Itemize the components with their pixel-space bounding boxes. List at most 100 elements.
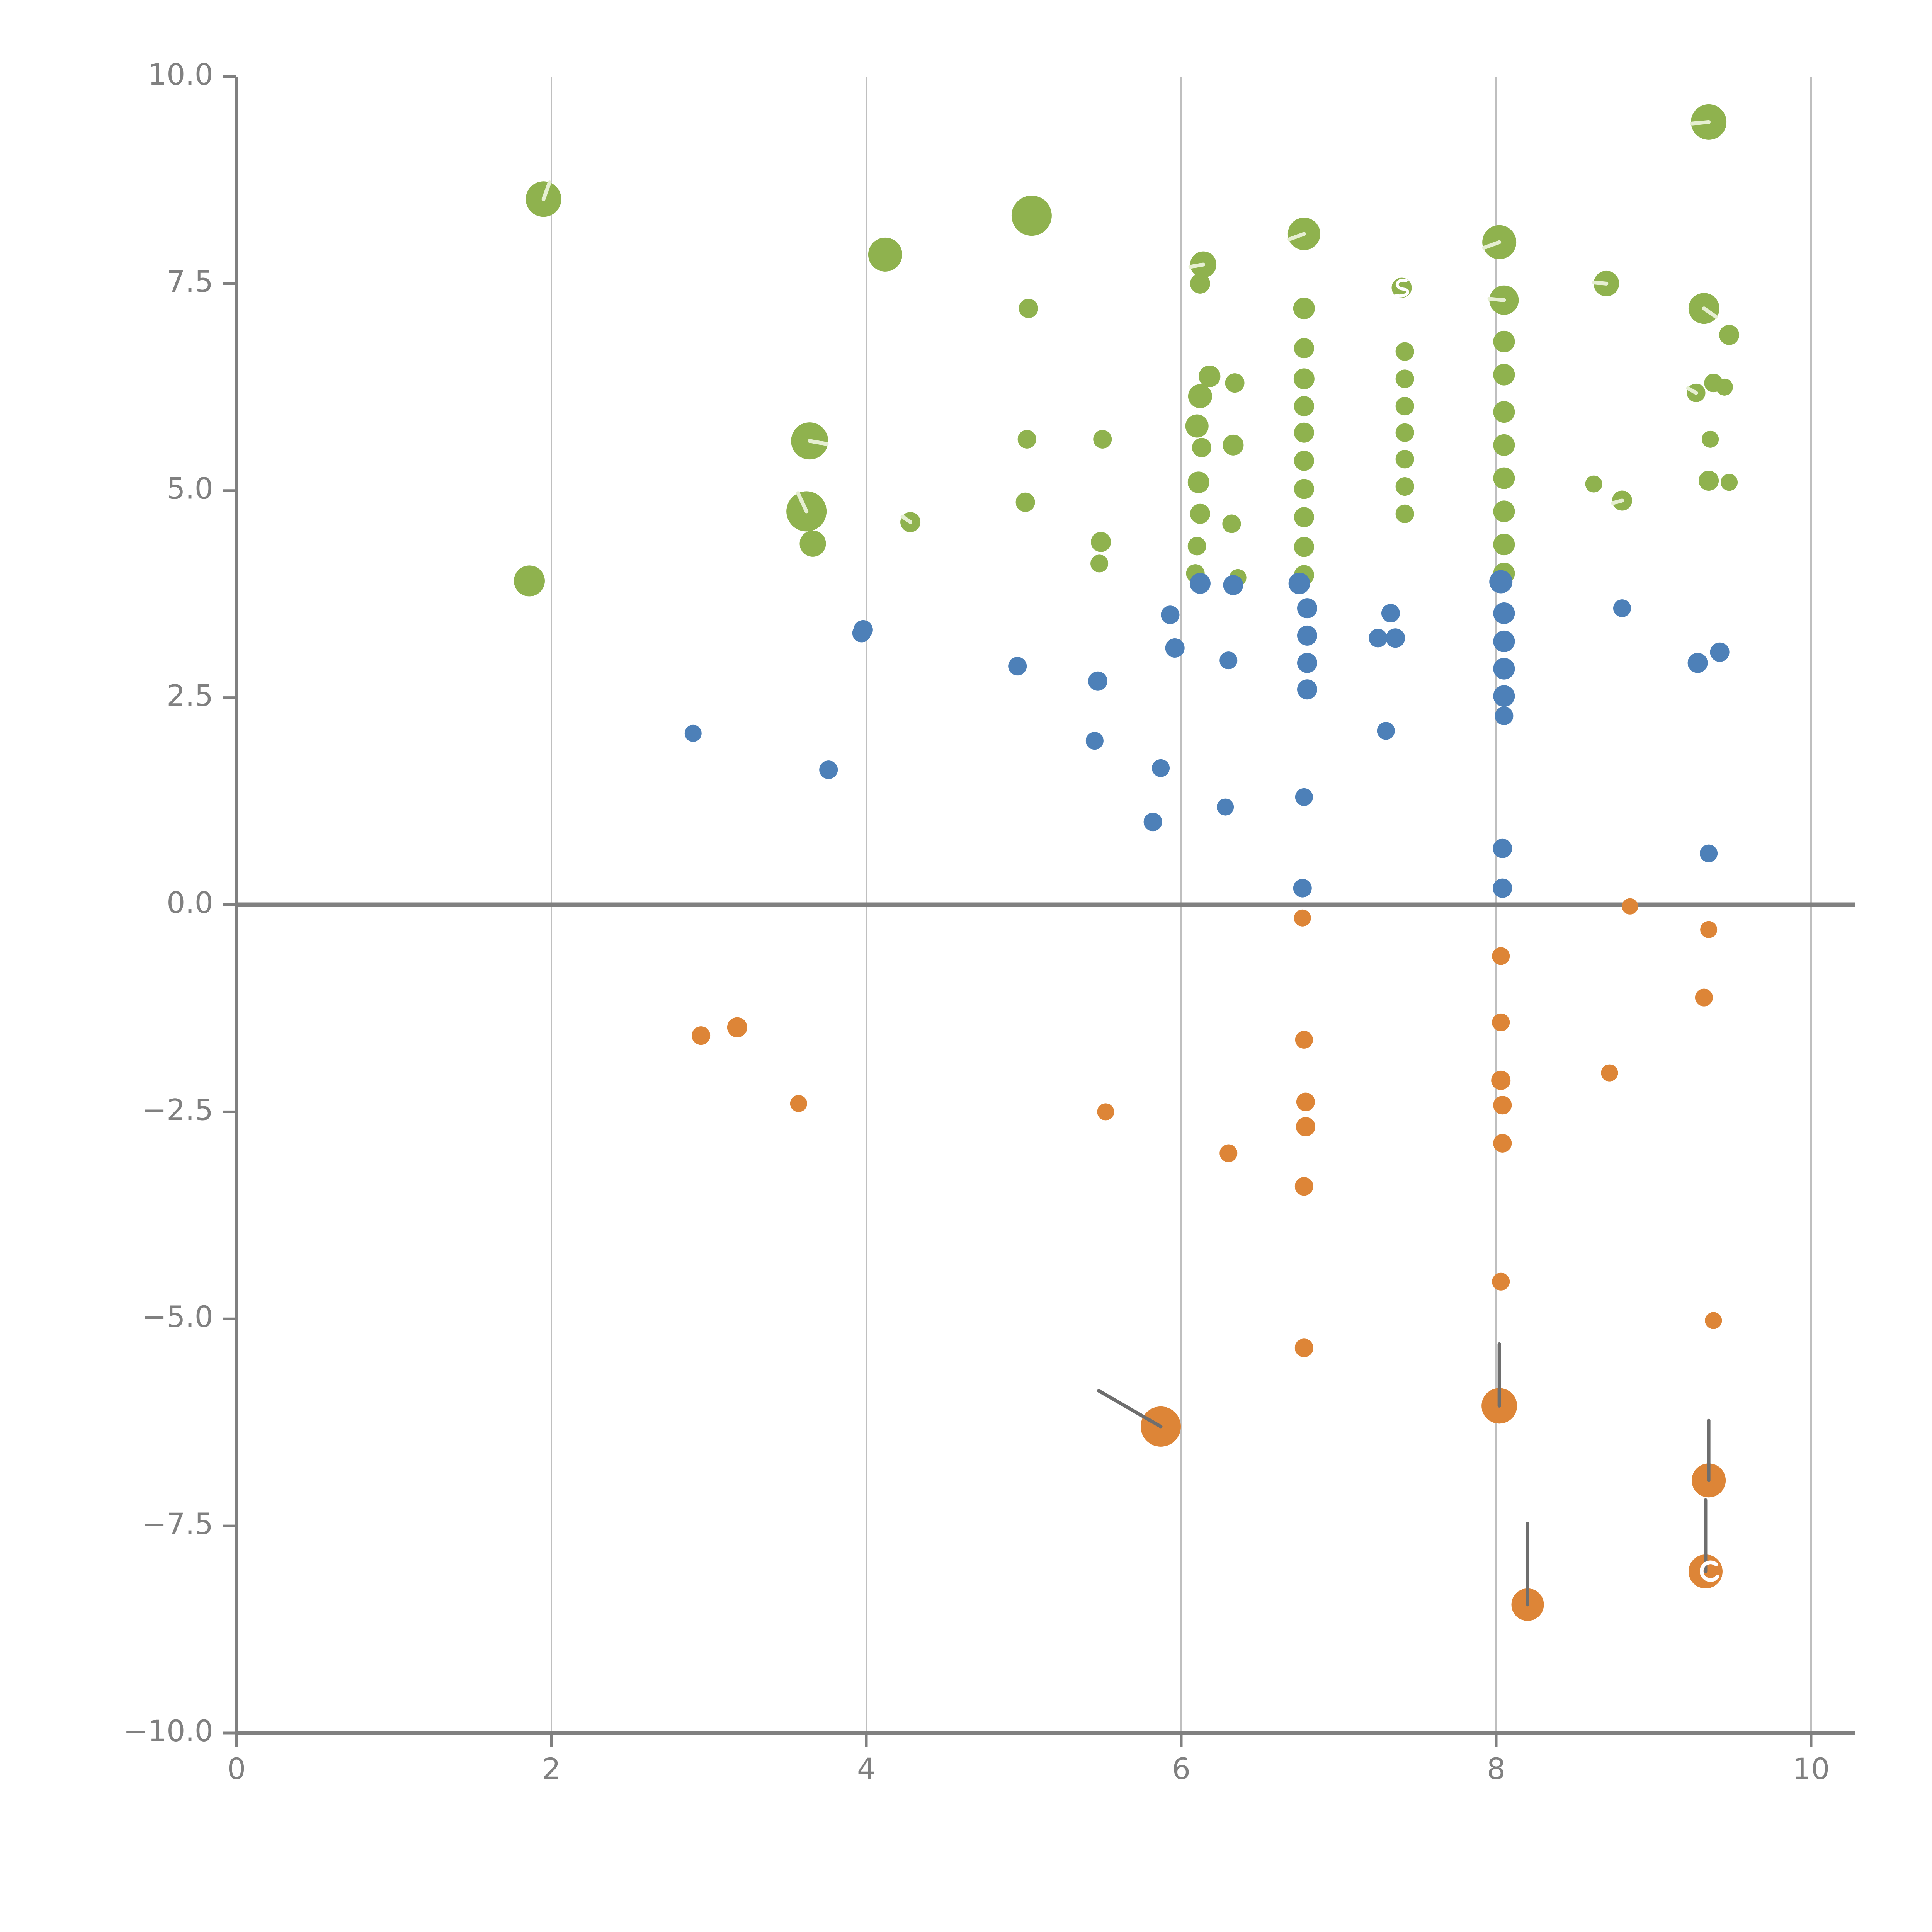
- data-point[interactable]: [1719, 325, 1740, 345]
- data-point[interactable]: [1613, 599, 1631, 617]
- data-point[interactable]: [819, 760, 838, 779]
- data-point[interactable]: [1493, 434, 1515, 456]
- bubble-marker[interactable]: [1493, 658, 1515, 680]
- bubble-marker[interactable]: [1295, 1031, 1313, 1049]
- bubble-marker[interactable]: [1719, 325, 1740, 345]
- data-point[interactable]: [1493, 658, 1515, 680]
- data-point[interactable]: [1622, 898, 1638, 915]
- data-point[interactable]: [1288, 572, 1310, 594]
- bubble-marker[interactable]: [1192, 438, 1211, 457]
- bubble-marker[interactable]: [868, 237, 902, 272]
- data-point[interactable]: [1085, 732, 1104, 750]
- data-point[interactable]: [1297, 625, 1317, 646]
- data-point[interactable]: [1493, 878, 1512, 898]
- data-point[interactable]: [1692, 1418, 1726, 1498]
- bubble-marker[interactable]: [1395, 397, 1414, 416]
- data-point[interactable]: [1225, 373, 1245, 393]
- data-point[interactable]: [1686, 383, 1706, 402]
- bubble-marker[interactable]: [1187, 471, 1209, 493]
- data-point[interactable]: [1487, 285, 1519, 315]
- bubble-marker[interactable]: [1097, 1103, 1114, 1121]
- bubble-marker[interactable]: [1294, 1177, 1313, 1196]
- data-point[interactable]: [1688, 1498, 1723, 1589]
- data-point[interactable]: [1700, 921, 1718, 938]
- data-point[interactable]: [1492, 947, 1510, 965]
- bubble-marker[interactable]: [1187, 537, 1206, 556]
- data-point[interactable]: [1093, 430, 1112, 449]
- bubble-marker[interactable]: [1294, 537, 1314, 557]
- data-point[interactable]: [1721, 474, 1738, 491]
- bubble-marker[interactable]: [1165, 638, 1185, 658]
- bubble-marker[interactable]: [1019, 299, 1038, 318]
- data-point[interactable]: [1493, 1096, 1512, 1115]
- bubble-marker[interactable]: [1223, 575, 1243, 595]
- data-point[interactable]: [852, 624, 871, 643]
- data-point[interactable]: [1296, 1117, 1315, 1136]
- bubble-marker[interactable]: [1297, 679, 1317, 700]
- data-point[interactable]: [1511, 1522, 1544, 1621]
- bubble-marker[interactable]: [1489, 570, 1513, 594]
- bubble-marker[interactable]: [1295, 788, 1313, 806]
- bubble-marker[interactable]: [1294, 479, 1314, 499]
- data-point[interactable]: [1090, 554, 1109, 573]
- data-point[interactable]: [1395, 342, 1414, 361]
- bubble-marker[interactable]: [1223, 434, 1244, 456]
- data-point[interactable]: [1395, 397, 1414, 416]
- bubble-marker[interactable]: [1721, 474, 1738, 491]
- data-point[interactable]: [900, 512, 921, 532]
- bubble-marker[interactable]: [1296, 1117, 1315, 1136]
- data-point[interactable]: [1482, 225, 1517, 259]
- data-point[interactable]: [1187, 537, 1206, 556]
- bubble-marker[interactable]: [1294, 451, 1314, 471]
- data-point[interactable]: [1161, 605, 1180, 624]
- bubble-marker[interactable]: [1293, 368, 1315, 389]
- bubble-marker[interactable]: [1185, 414, 1209, 438]
- bubble-marker[interactable]: [1288, 572, 1310, 594]
- data-point[interactable]: [1297, 653, 1317, 673]
- data-point[interactable]: [1369, 629, 1388, 648]
- data-point[interactable]: [1377, 722, 1395, 740]
- data-point[interactable]: [1199, 365, 1221, 387]
- bubble-marker[interactable]: [1395, 423, 1414, 442]
- data-point[interactable]: [1690, 104, 1727, 140]
- bubble-marker[interactable]: [1189, 573, 1211, 594]
- bubble-marker[interactable]: [1493, 878, 1512, 898]
- bubble-marker[interactable]: [1219, 651, 1238, 670]
- bubble-marker[interactable]: [1493, 1134, 1512, 1153]
- bubble-marker[interactable]: [1093, 430, 1112, 449]
- data-point[interactable]: [1152, 759, 1170, 777]
- data-point[interactable]: [1189, 573, 1211, 594]
- data-point[interactable]: [1381, 604, 1400, 622]
- bubble-marker[interactable]: [684, 724, 702, 742]
- data-point[interactable]: [1688, 293, 1719, 324]
- data-point[interactable]: [1700, 844, 1718, 862]
- bubble-marker[interactable]: [1493, 630, 1515, 652]
- data-point[interactable]: [1008, 657, 1027, 676]
- data-point[interactable]: [1293, 298, 1315, 320]
- bubble-marker[interactable]: [1395, 369, 1414, 388]
- data-point[interactable]: [1223, 434, 1244, 456]
- bubble-marker[interactable]: [1293, 298, 1315, 320]
- bubble-marker[interactable]: [1395, 342, 1414, 361]
- bubble-marker[interactable]: [1217, 798, 1234, 816]
- data-point[interactable]: [1395, 423, 1414, 442]
- data-point[interactable]: [1294, 507, 1314, 527]
- bubble-marker[interactable]: [1225, 373, 1245, 393]
- bubble-marker[interactable]: [1294, 909, 1311, 927]
- bubble-marker[interactable]: [1493, 330, 1515, 352]
- data-point[interactable]: [1294, 1338, 1313, 1357]
- data-point[interactable]: [1601, 1064, 1618, 1082]
- bubble-marker[interactable]: [1493, 685, 1515, 707]
- bubble-marker[interactable]: [1085, 732, 1104, 750]
- bubble-marker[interactable]: [1294, 1338, 1313, 1357]
- data-point[interactable]: [1011, 196, 1052, 236]
- data-point[interactable]: [1294, 537, 1314, 557]
- bubble-marker[interactable]: [1294, 507, 1314, 527]
- bubble-marker[interactable]: [1294, 338, 1314, 359]
- data-point[interactable]: [1287, 218, 1320, 250]
- bubble-marker[interactable]: [1493, 1096, 1512, 1115]
- bubble-marker[interactable]: [1613, 599, 1631, 617]
- data-point[interactable]: [1097, 1103, 1114, 1121]
- bubble-marker[interactable]: [1491, 1070, 1511, 1090]
- bubble-marker[interactable]: [1190, 503, 1210, 524]
